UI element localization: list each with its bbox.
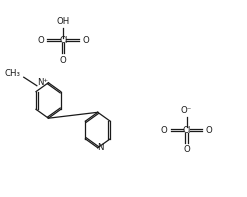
Text: O⁻: O⁻: [181, 106, 192, 115]
Text: O: O: [60, 56, 67, 65]
Text: O: O: [82, 36, 89, 45]
Text: O: O: [206, 125, 213, 135]
Text: O: O: [161, 125, 167, 135]
Text: N⁺: N⁺: [37, 78, 48, 87]
Text: O: O: [37, 36, 44, 45]
Text: Cl: Cl: [59, 36, 67, 45]
Text: OH: OH: [57, 17, 70, 26]
Text: Cl: Cl: [182, 125, 191, 135]
Text: CH₃: CH₃: [4, 69, 21, 78]
Text: O: O: [183, 145, 190, 154]
Text: N: N: [98, 143, 104, 152]
